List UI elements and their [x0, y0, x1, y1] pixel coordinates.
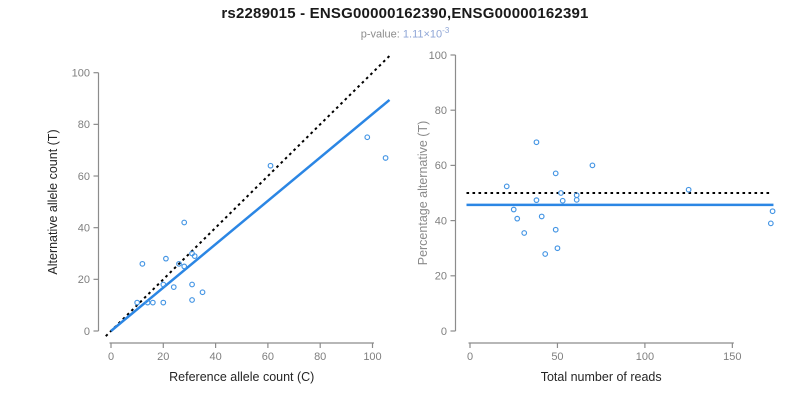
data-point — [552, 226, 559, 233]
data-point — [503, 183, 510, 190]
data-point — [189, 297, 195, 303]
data-point — [176, 260, 182, 267]
data-point — [189, 281, 195, 288]
y-tick-label: 20 — [78, 274, 90, 286]
data-point — [538, 213, 545, 220]
x-tick-label: 150 — [723, 351, 741, 363]
data-point — [554, 245, 561, 252]
data-point — [521, 230, 528, 236]
y-axis-label: Alternative allele count (T) — [46, 129, 60, 274]
y-tick-label: 60 — [78, 171, 90, 183]
data-point — [589, 162, 596, 169]
pvalue-label: p-value: — [360, 28, 400, 41]
data-point — [144, 299, 151, 306]
pvalue-subtitle: p-value: 1.11×10-3 — [0, 26, 800, 41]
data-point — [533, 197, 540, 204]
data-point — [191, 253, 198, 259]
x-axis-label: Reference allele count (C) — [169, 370, 314, 384]
data-point — [139, 260, 146, 267]
y-tick-label: 20 — [435, 271, 447, 283]
y-tick-label: 40 — [435, 215, 447, 227]
x-tick-label: 20 — [157, 351, 169, 363]
data-point — [149, 299, 156, 306]
y-tick-label: 0 — [84, 326, 90, 338]
data-point — [199, 289, 206, 296]
x-axis: 0 20 40 60 80 100 — [108, 342, 382, 363]
x-tick-label: 80 — [314, 351, 326, 363]
left-plot: 0 20 40 60 80 100 0 20 40 60 80 100 Reference allele… — [46, 55, 391, 384]
data-point — [160, 281, 167, 288]
y-tick-label: 80 — [78, 119, 90, 131]
data-point — [558, 190, 564, 196]
data-point — [163, 255, 169, 262]
y-tick-label: 100 — [429, 50, 447, 62]
x-tick-label: 100 — [636, 351, 654, 363]
y-tick-label: 60 — [435, 160, 447, 172]
data-point — [510, 206, 517, 213]
data-points — [503, 139, 776, 257]
y-axis: 0 20 40 60 80 100 — [429, 50, 457, 338]
pvalue-mantissa: 1.11×10 — [402, 28, 443, 41]
right-plot: 0 20 40 60 80 100 0 50 100 150 Total number of rea… — [416, 50, 776, 384]
figure-title: rs2289015 - ENSG00000162390,ENSG00000162… — [221, 5, 589, 22]
data-point — [767, 220, 774, 227]
pvalue-exponent: -3 — [442, 26, 450, 35]
y-tick-label: 80 — [435, 105, 447, 117]
data-point — [685, 186, 692, 193]
fit-line — [110, 98, 391, 332]
y-tick-label: 40 — [78, 222, 90, 234]
data-point — [267, 162, 274, 169]
data-point — [552, 170, 559, 177]
x-tick-label: 60 — [262, 351, 274, 363]
data-point — [573, 197, 580, 203]
data-point — [364, 134, 371, 141]
data-point — [181, 219, 188, 226]
x-tick-label: 0 — [108, 351, 114, 363]
x-tick-label: 100 — [363, 351, 381, 363]
x-tick-label: 50 — [551, 351, 563, 363]
data-point — [160, 299, 167, 306]
y-axis: 0 20 40 60 80 100 — [72, 68, 100, 338]
data-point — [542, 251, 549, 257]
x-tick-label: 40 — [209, 351, 221, 363]
y-axis-label: Percentage alternative (T) — [416, 121, 430, 266]
identity-line — [105, 55, 391, 337]
x-tick-label: 0 — [467, 351, 473, 363]
data-point — [181, 263, 188, 270]
data-point — [170, 284, 177, 290]
data-points — [134, 134, 389, 306]
data-point — [769, 208, 776, 215]
data-point — [559, 197, 566, 204]
y-tick-label: 100 — [72, 68, 90, 80]
x-axis-label: Total number of reads — [541, 370, 662, 384]
data-point — [533, 139, 540, 146]
y-tick-label: 0 — [441, 326, 447, 338]
data-point — [134, 299, 141, 306]
data-point — [514, 215, 521, 222]
data-point — [382, 155, 389, 161]
x-axis: 0 50 100 150 — [467, 342, 742, 363]
